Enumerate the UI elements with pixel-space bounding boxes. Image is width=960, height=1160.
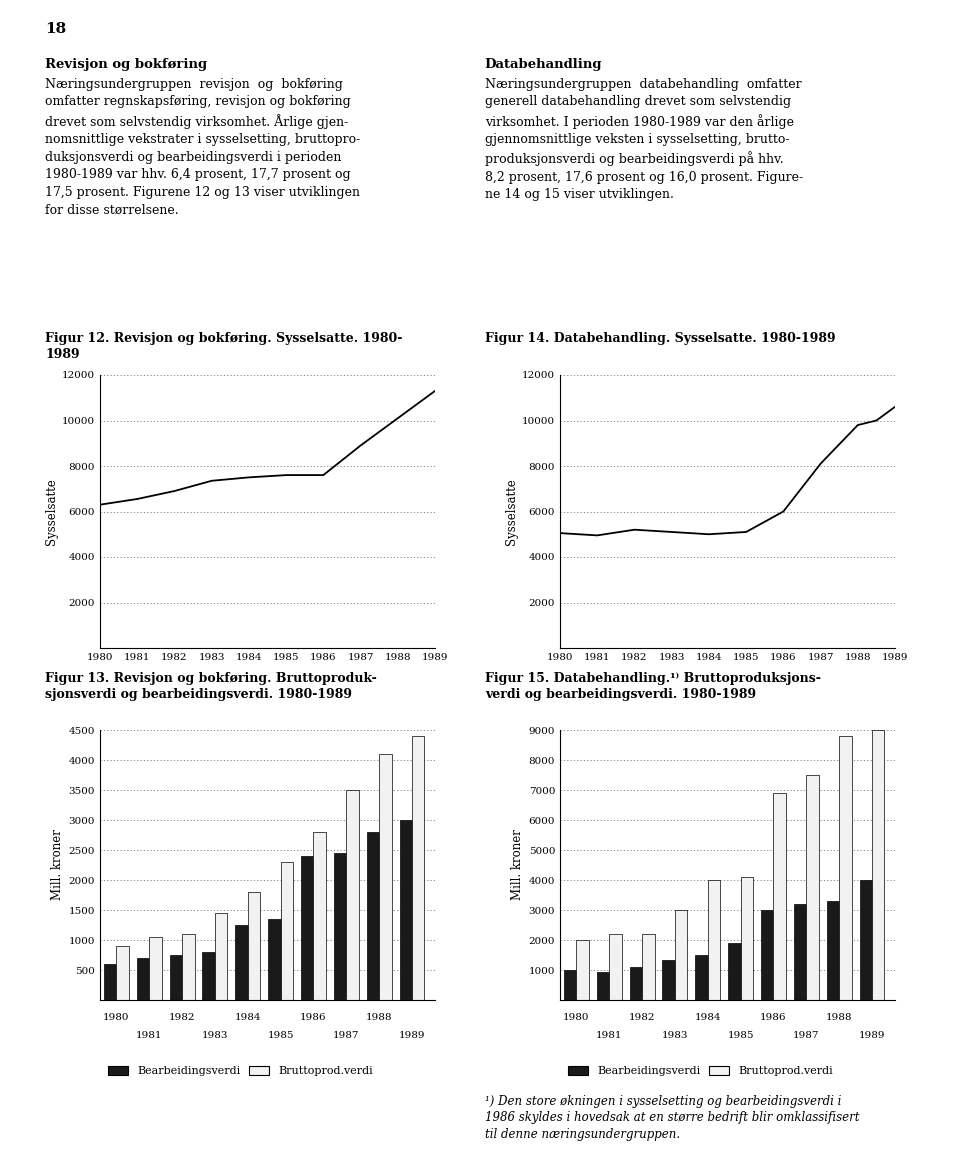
Bar	[268, 919, 280, 1000]
Y-axis label: Mill. kroner: Mill. kroner	[512, 829, 524, 900]
Text: 1984: 1984	[694, 1014, 721, 1022]
Bar	[347, 790, 359, 1000]
Bar	[170, 955, 182, 1000]
Text: 1982: 1982	[629, 1014, 656, 1022]
Bar	[367, 832, 379, 1000]
Bar	[280, 862, 293, 1000]
Bar	[564, 970, 576, 1000]
Bar	[314, 832, 326, 1000]
Text: 1988: 1988	[366, 1014, 393, 1022]
Bar	[728, 943, 740, 1000]
Text: 1980: 1980	[103, 1014, 130, 1022]
Text: Revisjon og bokføring: Revisjon og bokføring	[45, 58, 207, 71]
Bar	[215, 913, 228, 1000]
Bar	[806, 775, 819, 1000]
Bar	[695, 955, 708, 1000]
Bar	[642, 934, 655, 1000]
Text: Næringsundergruppen  databehandling  omfatter
generell databehandling drevet som: Næringsundergruppen databehandling omfat…	[485, 78, 803, 202]
Bar	[116, 947, 129, 1000]
Text: 1988: 1988	[826, 1014, 852, 1022]
Text: 1984: 1984	[234, 1014, 261, 1022]
Text: 1986: 1986	[300, 1014, 326, 1022]
Text: 1982: 1982	[169, 1014, 195, 1022]
Text: 1985: 1985	[268, 1031, 294, 1041]
Text: Næringsundergruppen  revisjon  og  bokføring
omfatter regnskapsføring, revisjon : Næringsundergruppen revisjon og bokførin…	[45, 78, 360, 216]
Y-axis label: Mill. kroner: Mill. kroner	[52, 829, 64, 900]
Bar	[675, 909, 687, 1000]
Legend: Bearbeidingsverdi, Bruttoprod.verdi: Bearbeidingsverdi, Bruttoprod.verdi	[564, 1061, 837, 1081]
Bar	[301, 856, 314, 1000]
Text: Figur 12. Revisjon og bokføring. Sysselsatte. 1980-
1989: Figur 12. Revisjon og bokføring. Syssels…	[45, 332, 402, 361]
Bar	[399, 820, 412, 1000]
Text: 1983: 1983	[661, 1031, 688, 1041]
Text: 1986: 1986	[760, 1014, 787, 1022]
Text: 1985: 1985	[728, 1031, 754, 1041]
Bar	[794, 904, 806, 1000]
Bar	[182, 934, 195, 1000]
Bar	[630, 967, 642, 1000]
Text: Figur 13. Revisjon og bokføring. Bruttoproduk-
sjonsverdi og bearbeidingsverdi. : Figur 13. Revisjon og bokføring. Bruttop…	[45, 672, 377, 701]
Text: 1980: 1980	[564, 1014, 589, 1022]
Y-axis label: Sysselsatte: Sysselsatte	[45, 478, 58, 545]
Text: 1989: 1989	[859, 1031, 885, 1041]
Text: Databehandling: Databehandling	[485, 58, 602, 71]
Text: 1989: 1989	[398, 1031, 425, 1041]
Bar	[740, 877, 753, 1000]
Bar	[597, 971, 610, 1000]
Text: 1983: 1983	[202, 1031, 228, 1041]
Bar	[379, 754, 392, 1000]
Text: 1981: 1981	[596, 1031, 622, 1041]
Bar	[248, 892, 260, 1000]
Bar	[334, 853, 347, 1000]
Bar	[203, 952, 215, 1000]
Text: 1987: 1987	[793, 1031, 820, 1041]
Bar	[827, 901, 839, 1000]
Bar	[662, 959, 675, 1000]
Bar	[859, 880, 872, 1000]
Bar	[761, 909, 774, 1000]
Text: 1981: 1981	[136, 1031, 162, 1041]
Bar	[104, 964, 116, 1000]
Bar	[149, 937, 161, 1000]
Bar	[774, 793, 786, 1000]
Legend: Bearbeidingsverdi, Bruttoprod.verdi: Bearbeidingsverdi, Bruttoprod.verdi	[104, 1061, 377, 1081]
Text: ¹) Den store økningen i sysselsetting og bearbeidingsverdi i
1986 skyldes i hove: ¹) Den store økningen i sysselsetting og…	[485, 1095, 859, 1141]
Bar	[412, 735, 424, 1000]
Bar	[576, 940, 588, 1000]
Bar	[235, 925, 248, 1000]
Bar	[839, 735, 852, 1000]
Bar	[872, 730, 884, 1000]
Bar	[708, 880, 720, 1000]
Text: Figur 14. Databehandling. Sysselsatte. 1980-1989: Figur 14. Databehandling. Sysselsatte. 1…	[485, 332, 835, 345]
Text: 18: 18	[45, 22, 66, 36]
Bar	[136, 958, 149, 1000]
Text: Figur 15. Databehandling.¹⁾ Bruttoproduksjons-
verdi og bearbeidingsverdi. 1980-: Figur 15. Databehandling.¹⁾ Bruttoproduk…	[485, 672, 821, 701]
Bar	[610, 934, 622, 1000]
Text: 1987: 1987	[333, 1031, 360, 1041]
Y-axis label: Sysselsatte: Sysselsatte	[505, 478, 517, 545]
